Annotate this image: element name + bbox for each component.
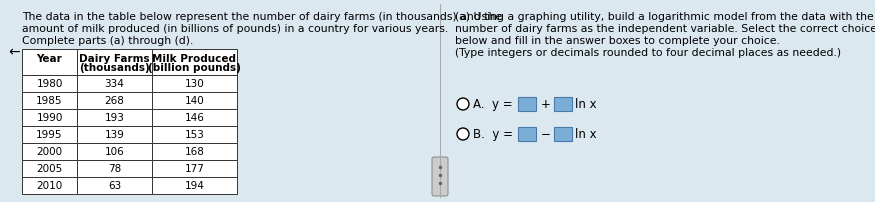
Text: 139: 139	[105, 130, 124, 140]
Text: (billion pounds): (billion pounds)	[148, 63, 241, 73]
Bar	[22, 50, 77, 76]
Text: number of dairy farms as the independent variable. Select the correct choice: number of dairy farms as the independent…	[455, 24, 875, 34]
Bar	[152, 126, 237, 143]
Text: 1985: 1985	[36, 96, 63, 106]
Text: 140: 140	[185, 96, 205, 106]
Text: 130: 130	[185, 79, 205, 89]
Text: Milk Produced: Milk Produced	[152, 54, 236, 64]
Bar	[22, 93, 77, 109]
Bar	[22, 160, 77, 177]
Text: 78: 78	[108, 164, 121, 174]
Text: amount of milk produced (in billions of pounds) in a country for various years.: amount of milk produced (in billions of …	[22, 24, 448, 34]
Bar	[554, 98, 572, 112]
Text: Dairy Farms: Dairy Farms	[80, 54, 150, 64]
Text: 1980: 1980	[37, 79, 63, 89]
Bar	[152, 93, 237, 109]
Bar	[77, 109, 152, 126]
Bar	[77, 143, 152, 160]
Bar	[77, 177, 152, 194]
Text: +: +	[541, 98, 551, 111]
Bar	[22, 109, 77, 126]
Text: (thousands): (thousands)	[79, 63, 150, 73]
Text: B.  y =: B. y =	[473, 128, 513, 141]
Text: 193: 193	[105, 113, 124, 123]
Bar	[152, 143, 237, 160]
FancyBboxPatch shape	[432, 157, 448, 196]
Text: ln x: ln x	[575, 98, 597, 111]
Text: 168: 168	[185, 147, 205, 157]
Text: (Type integers or decimals rounded to four decimal places as needed.): (Type integers or decimals rounded to fo…	[455, 48, 841, 58]
Bar	[22, 126, 77, 143]
Text: The data in the table below represent the number of dairy farms (in thousands) a: The data in the table below represent th…	[22, 12, 502, 22]
Text: 2010: 2010	[37, 181, 63, 190]
Bar	[518, 127, 536, 141]
Bar	[554, 127, 572, 141]
Text: 106: 106	[105, 147, 124, 157]
Text: ←: ←	[8, 45, 19, 59]
Text: 146: 146	[185, 113, 205, 123]
Text: 2000: 2000	[37, 147, 63, 157]
Bar	[77, 93, 152, 109]
Bar	[77, 76, 152, 93]
Text: (a) Using a graphing utility, build a logarithmic model from the data with the: (a) Using a graphing utility, build a lo…	[455, 12, 874, 22]
Text: 268: 268	[105, 96, 124, 106]
Text: 2005: 2005	[37, 164, 63, 174]
Bar	[22, 177, 77, 194]
Bar	[152, 109, 237, 126]
Bar	[152, 177, 237, 194]
Text: 153: 153	[185, 130, 205, 140]
Text: 1995: 1995	[36, 130, 63, 140]
Text: A.  y =: A. y =	[473, 98, 513, 111]
Text: −: −	[541, 128, 551, 141]
Text: 334: 334	[105, 79, 124, 89]
Bar	[518, 98, 536, 112]
Text: Complete parts (a) through (d).: Complete parts (a) through (d).	[22, 36, 193, 46]
Bar	[22, 76, 77, 93]
Text: below and fill in the answer boxes to complete your choice.: below and fill in the answer boxes to co…	[455, 36, 780, 46]
Bar	[77, 160, 152, 177]
Bar	[22, 143, 77, 160]
Text: Year: Year	[37, 54, 62, 64]
Text: ln x: ln x	[575, 128, 597, 141]
Bar	[152, 76, 237, 93]
Circle shape	[457, 128, 469, 140]
Text: 63: 63	[108, 181, 121, 190]
Bar	[77, 50, 152, 76]
Text: 194: 194	[185, 181, 205, 190]
Bar	[152, 50, 237, 76]
Circle shape	[457, 99, 469, 110]
Bar	[152, 160, 237, 177]
Text: 177: 177	[185, 164, 205, 174]
Bar	[77, 126, 152, 143]
Text: 1990: 1990	[37, 113, 63, 123]
